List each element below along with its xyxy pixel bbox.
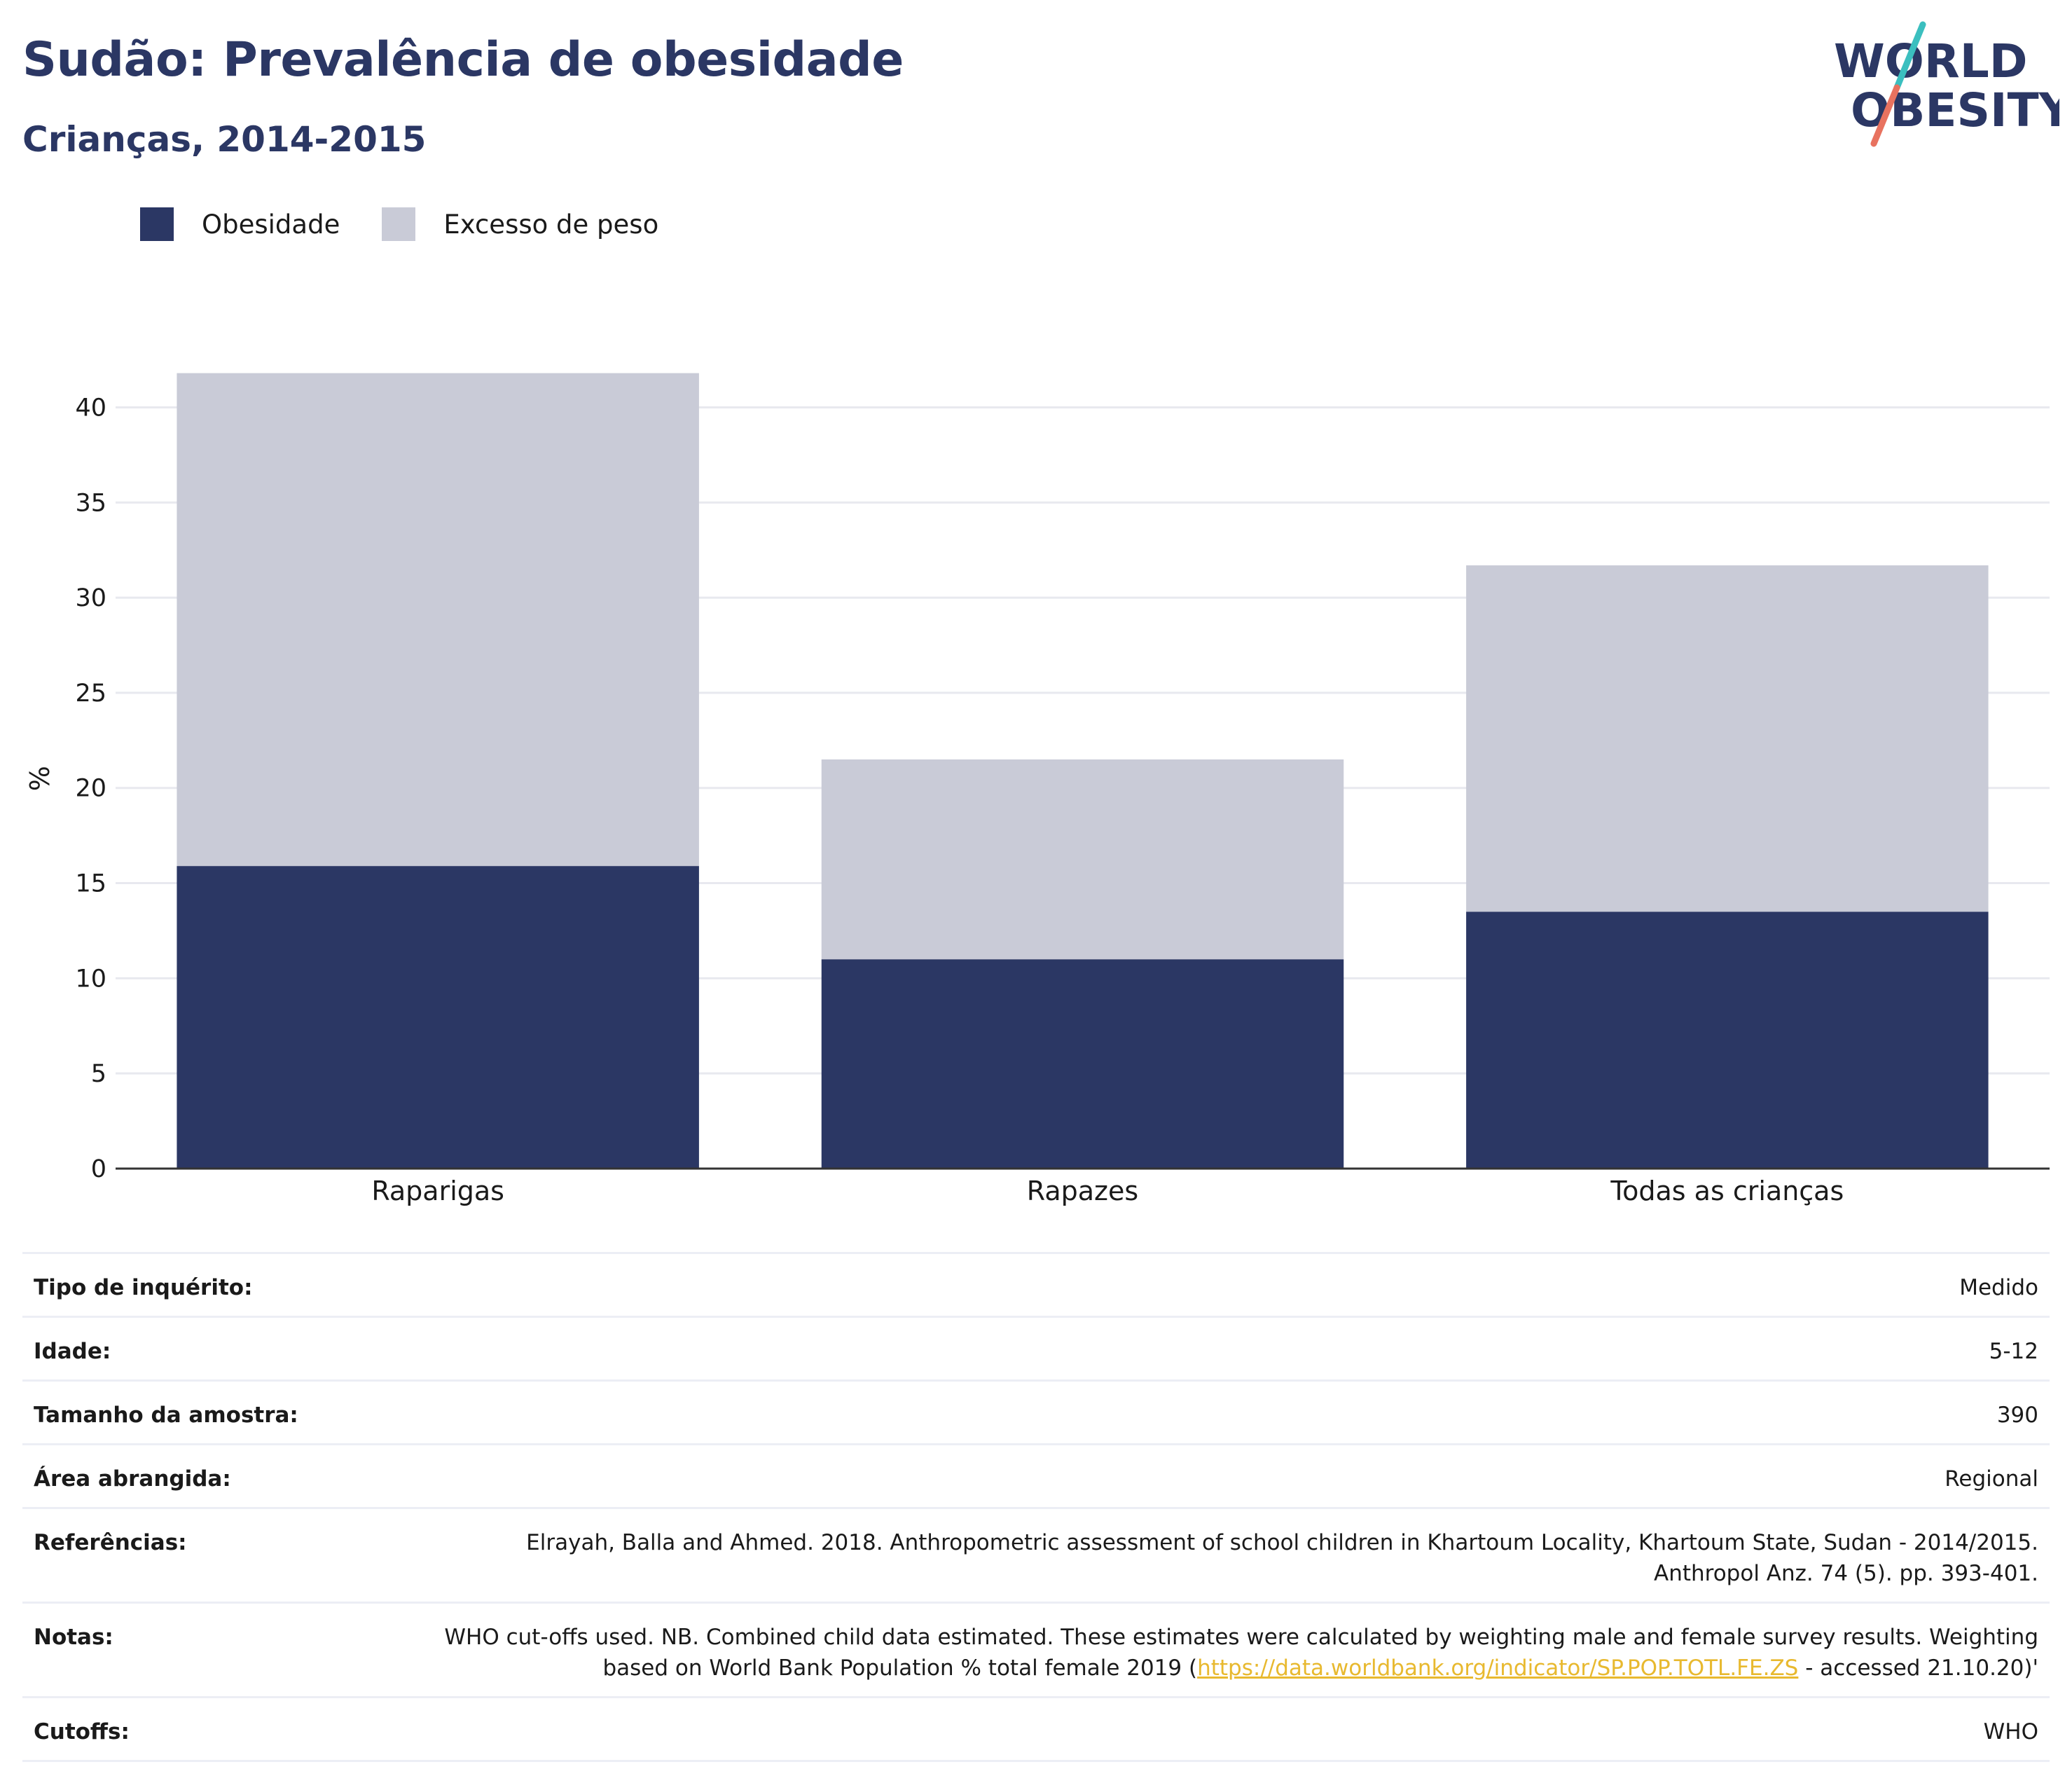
logo-slash-coral (1870, 84, 1900, 147)
bar-obesity (177, 866, 699, 1169)
y-tick-label: 40 (75, 394, 106, 422)
chart-legend: Obesidade Excesso de peso (140, 207, 700, 241)
notes-text-after: - accessed 21.10.20)' (1798, 1655, 2038, 1681)
bar-obesity (1466, 911, 1989, 1169)
x-tick-label: Todas as crianças (1610, 1176, 1844, 1206)
bar-overweight (821, 759, 1344, 960)
y-tick-label: 0 (91, 1155, 106, 1183)
y-tick-label: 5 (91, 1060, 106, 1088)
info-label: Idade: (34, 1339, 111, 1364)
info-row-cutoffs: Cutoffs: WHO (22, 1698, 2050, 1762)
y-tick-label: 15 (75, 870, 106, 898)
info-table: Tipo de inquérito: Medido Idade: 5-12 Ta… (22, 1252, 2050, 1762)
info-row-notes: Notas: WHO cut-offs used. NB. Combined c… (22, 1604, 2050, 1698)
info-label: Área abrangida: (34, 1466, 231, 1492)
info-label: Cutoffs: (34, 1719, 130, 1744)
legend-swatch-overweight (382, 207, 416, 241)
y-tick-label: 20 (75, 775, 106, 803)
y-tick-label: 10 (75, 965, 106, 993)
logo-slash-teal (1893, 21, 1926, 91)
y-axis-label: % (25, 766, 55, 791)
info-label: Tipo de inquérito: (34, 1275, 253, 1300)
info-value: Medido (1959, 1275, 2038, 1300)
x-tick-label: Rapazes (1027, 1176, 1138, 1206)
legend-label-obesity: Obesidade (202, 209, 340, 240)
page-title: Sudão: Prevalência de obesidade (22, 32, 904, 88)
legend-item-overweight[interactable]: Excesso de peso (382, 207, 658, 241)
world-obesity-logo: WORLD OBESITY (1834, 21, 2059, 147)
bar-overweight (177, 373, 699, 867)
info-row-sample-size: Tamanho da amostra: 390 (22, 1382, 2050, 1445)
info-value: 390 (1996, 1403, 2038, 1428)
y-tick-label: 25 (75, 680, 106, 708)
bar-chart: 0 5 10 15 20 25 30 35 40% Raparigas Rapazes Todas a… (25, 373, 2050, 1206)
bar-obesity (821, 959, 1344, 1169)
info-row-survey-type: Tipo de inquérito: Medido (22, 1252, 2050, 1318)
info-label: Notas: (34, 1625, 113, 1650)
legend-swatch-obesity (140, 207, 174, 241)
legend-label-overweight: Excesso de peso (443, 209, 659, 240)
info-value: WHO (1983, 1719, 2038, 1744)
info-value: Elrayah, Balla and Ahmed. 2018. Anthropo… (526, 1530, 2038, 1586)
info-label: Tamanho da amostra: (34, 1403, 298, 1428)
legend-item-obesity[interactable]: Obesidade (140, 207, 340, 241)
info-row-references: Referências: Elrayah, Balla and Ahmed. 2… (22, 1509, 2050, 1604)
info-value: Regional (1945, 1466, 2038, 1492)
y-tick-label: 35 (75, 489, 106, 517)
x-tick-label: Raparigas (371, 1176, 504, 1206)
info-row-area: Área abrangida: Regional (22, 1445, 2050, 1509)
bar-overweight (1466, 565, 1989, 912)
notes-text-before: WHO cut-offs used. NB. Combined child da… (444, 1625, 2038, 1681)
info-row-age: Idade: 5-12 (22, 1318, 2050, 1382)
info-value: 5-12 (1989, 1339, 2038, 1364)
worldbank-link[interactable]: https://data.worldbank.org/indicator/SP.… (1197, 1655, 1799, 1681)
info-value: WHO cut-offs used. NB. Combined child da… (427, 1622, 2038, 1684)
page-subtitle: Crianças, 2014-2015 (22, 119, 427, 160)
info-label: Referências: (34, 1530, 187, 1555)
y-tick-label: 30 (75, 584, 106, 612)
logo-line1: WORLD (1834, 34, 2028, 88)
